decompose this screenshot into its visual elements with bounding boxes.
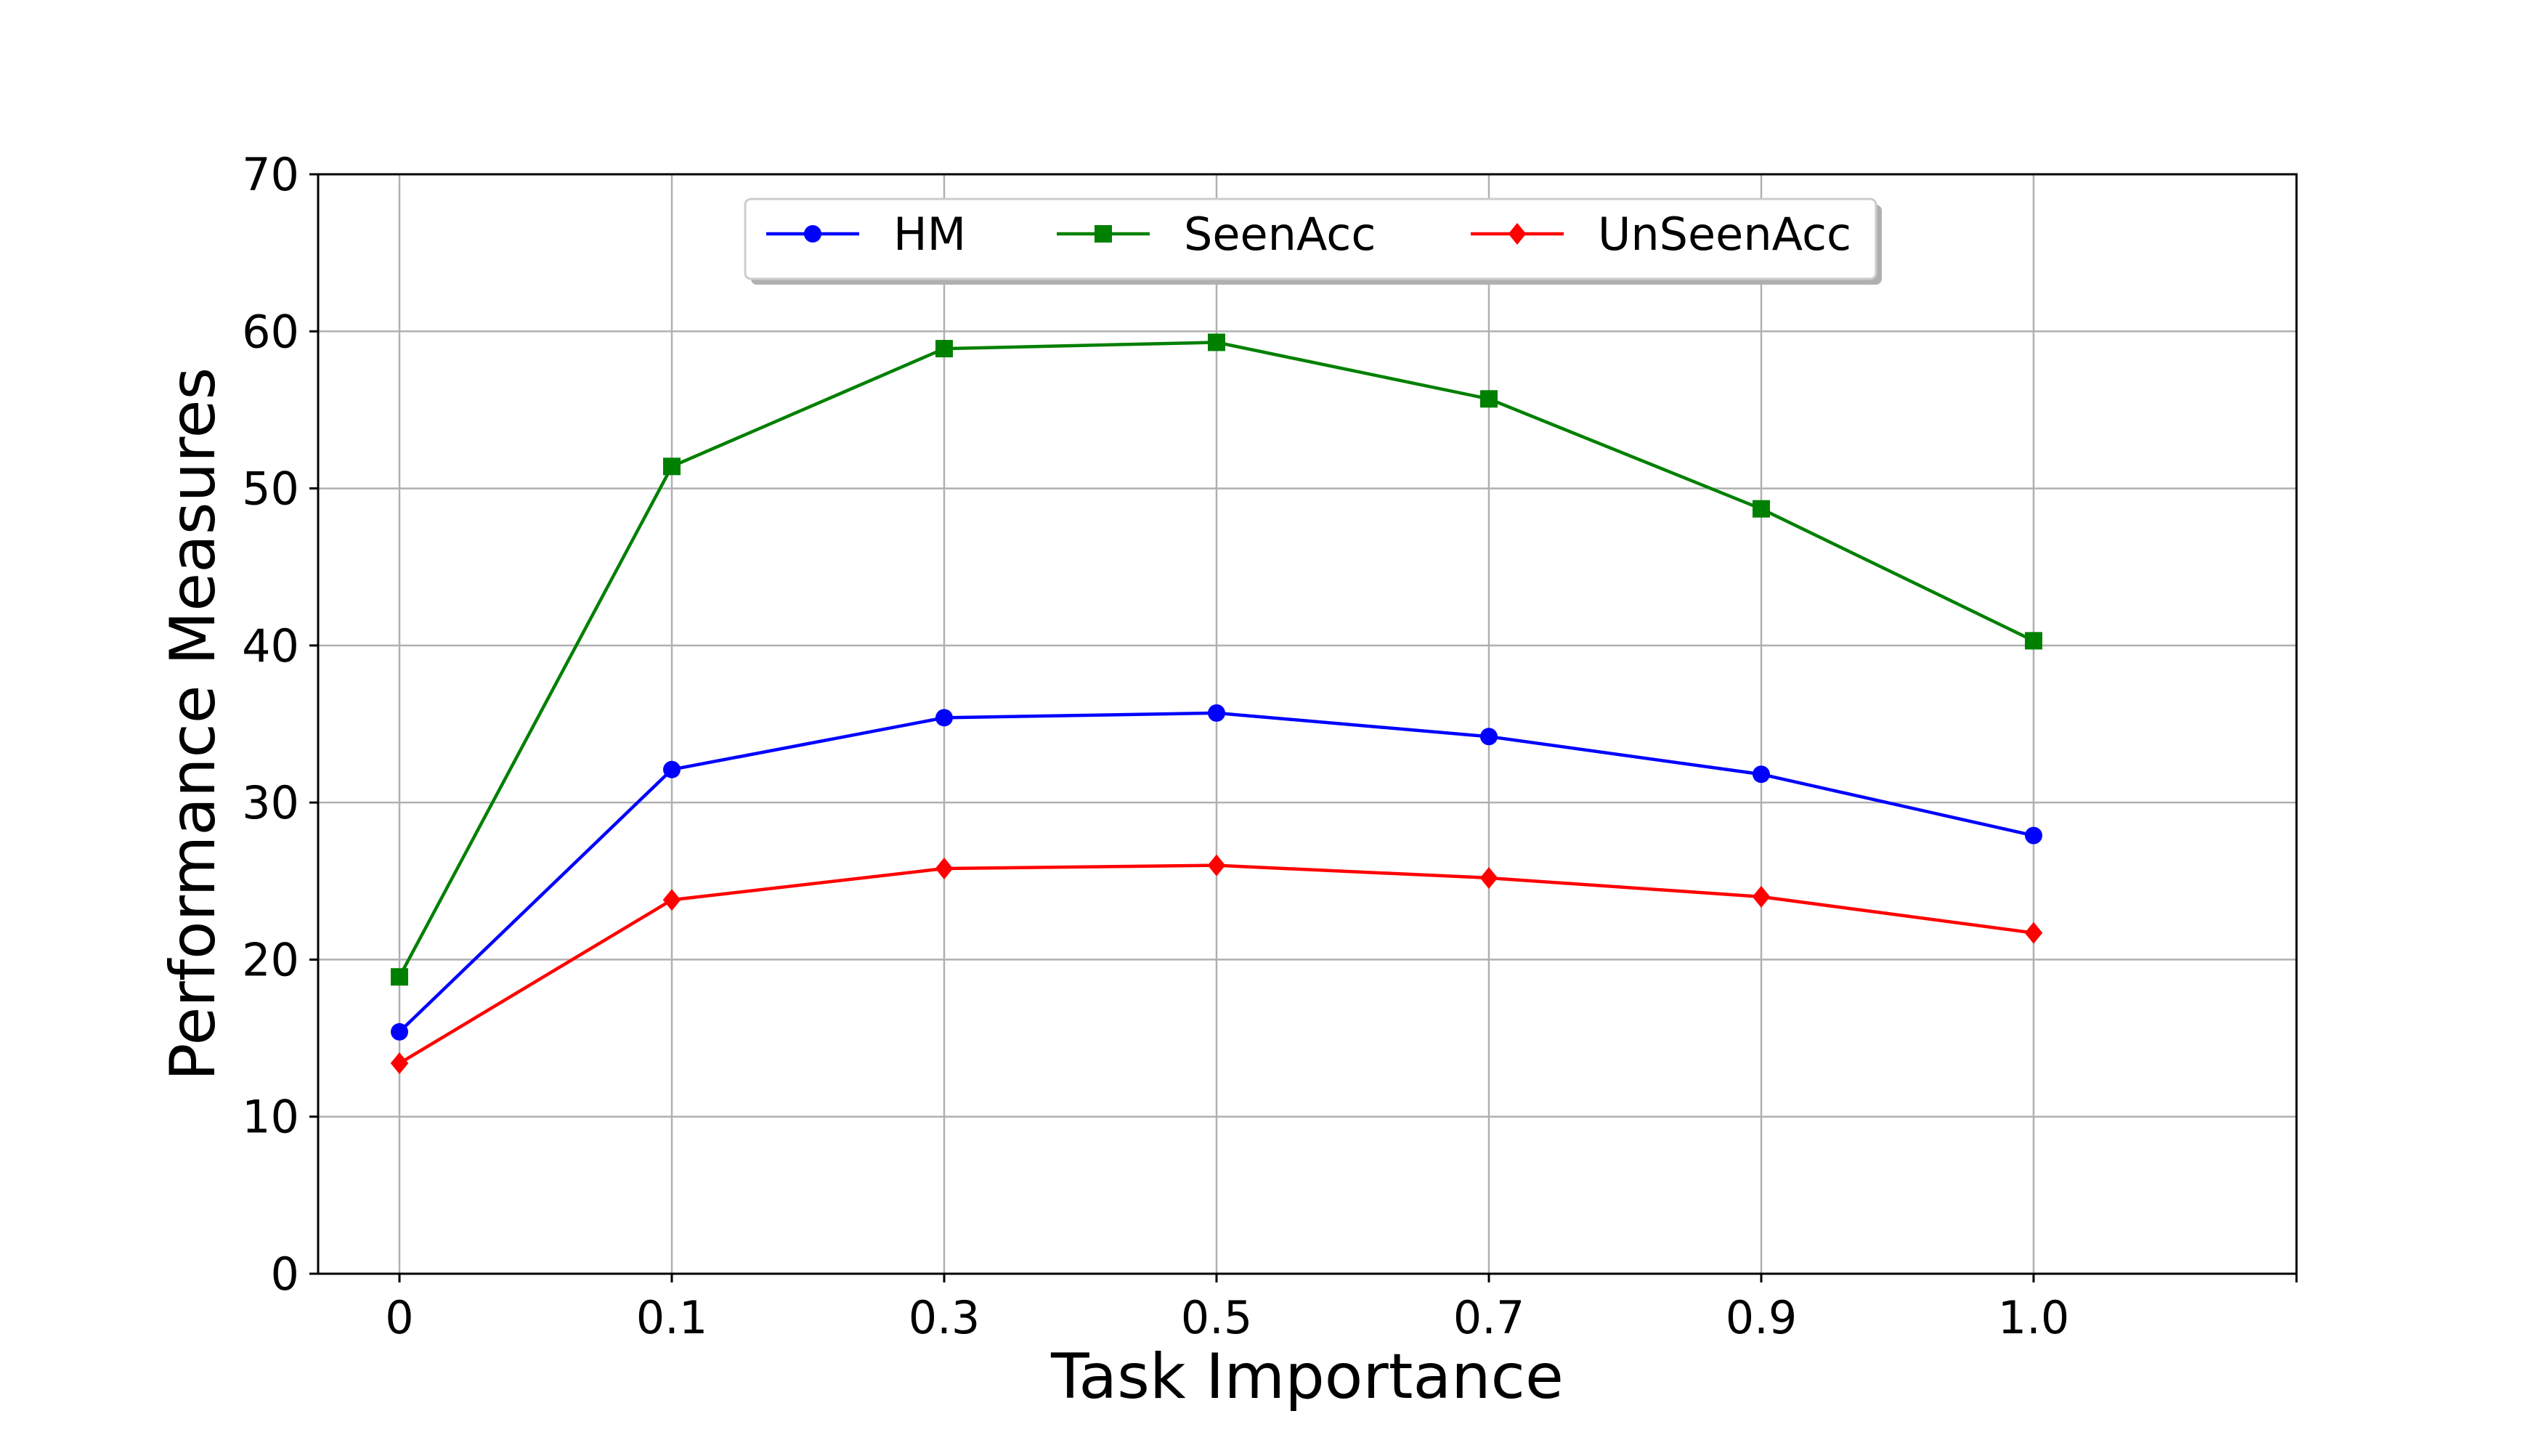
data-point-unseenacc	[935, 857, 954, 879]
data-point-seenacc	[1753, 500, 1770, 518]
data-point-hm	[663, 760, 681, 778]
data-point-seenacc	[1208, 333, 1225, 351]
legend-label-seenacc: SeenAcc	[1184, 208, 1376, 261]
x-tick-label: 1.0	[1998, 1291, 2070, 1344]
data-point-unseenacc	[1752, 885, 1771, 908]
data-point-seenacc	[663, 457, 681, 476]
data-point-hm	[1480, 728, 1498, 746]
data-point-unseenacc	[662, 889, 681, 911]
legend-item-unseenacc: UnSeenAcc	[1471, 208, 1851, 261]
data-point-hm	[1753, 765, 1770, 784]
x-axis-label: Task Importance	[1050, 1341, 1564, 1413]
data-point-hm	[935, 709, 953, 727]
data-series	[390, 333, 2043, 1075]
data-point-hm	[1208, 704, 1225, 722]
data-point-unseenacc	[2024, 922, 2043, 944]
x-tick-label: 0.5	[1181, 1291, 1253, 1344]
y-tick-label: 0	[271, 1248, 299, 1301]
y-tick-label: 10	[242, 1091, 299, 1144]
plot-area-frame	[317, 173, 2298, 1275]
axis-ticks: 0 0.1 0.3 0.5 0.7 0.9 1.0 0 10 20 30 40 50 60 70	[242, 148, 2298, 1344]
legend-item-hm: HM	[766, 208, 966, 261]
x-tick-label: 0.7	[1453, 1291, 1525, 1344]
data-point-seenacc	[391, 968, 408, 986]
legend-marker-hm	[804, 225, 821, 243]
y-tick-label: 50	[242, 463, 299, 516]
legend-box	[744, 198, 1877, 280]
legend-marker-unseenacc	[1508, 223, 1527, 245]
series-seenacc	[391, 333, 2042, 986]
y-tick-label: 40	[242, 619, 299, 672]
legend: HM SeenAcc UnSeenAcc	[744, 198, 1882, 285]
data-point-unseenacc	[1479, 866, 1498, 889]
y-tick-label: 20	[242, 933, 299, 986]
legend-item-seenacc: SeenAcc	[1057, 208, 1376, 261]
series-hm	[391, 704, 2042, 1041]
y-tick-label: 70	[242, 148, 299, 201]
y-tick-label: 60	[242, 305, 299, 358]
x-tick-label: 0.3	[909, 1291, 980, 1344]
x-tick-label: 0.9	[1726, 1291, 1798, 1344]
data-point-unseenacc	[390, 1052, 409, 1075]
legend-marker-seenacc	[1095, 225, 1112, 243]
x-tick-label: 0.1	[636, 1291, 708, 1344]
y-tick-label: 30	[242, 776, 299, 829]
data-point-seenacc	[935, 340, 953, 358]
legend-label-unseenacc: UnSeenAcc	[1598, 208, 1851, 261]
data-point-seenacc	[1480, 390, 1498, 408]
grid-lines	[318, 173, 2297, 1275]
data-point-seenacc	[2025, 632, 2042, 650]
x-tick-label: 0	[385, 1291, 413, 1344]
y-axis-label: Performance Measures	[157, 367, 230, 1081]
data-point-hm	[2025, 826, 2042, 845]
series-unseenacc	[390, 854, 2043, 1075]
data-point-hm	[391, 1022, 408, 1041]
legend-label-hm: HM	[893, 208, 966, 261]
data-point-unseenacc	[1207, 854, 1226, 877]
